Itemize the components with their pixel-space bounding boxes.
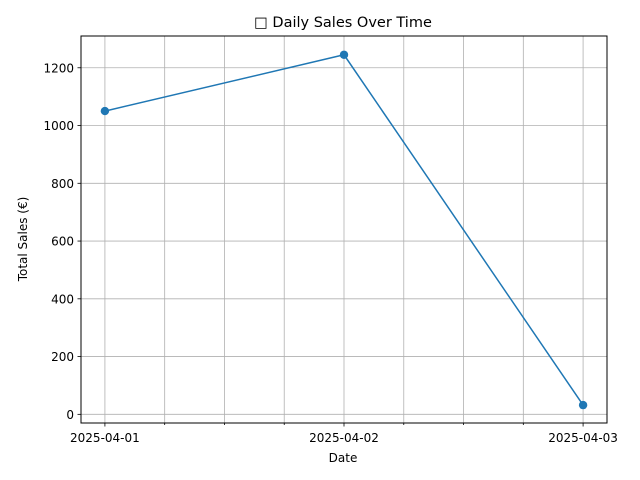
title-icon: □	[254, 15, 268, 31]
y-tick-label: 1000	[43, 119, 74, 133]
x-axis-label: Date	[329, 451, 358, 465]
x-tick-label: 2025-04-03	[548, 431, 618, 445]
data-point	[339, 50, 349, 59]
axis-ticks: 2025-04-01 2025-04-02 2025-04-03 0 200 400 600…	[43, 61, 618, 445]
grid-lines	[81, 36, 607, 423]
y-tick-label: 1200	[43, 61, 74, 75]
y-tick-label: 600	[51, 235, 74, 249]
y-tick-label: 800	[51, 177, 74, 191]
x-tick-label: 2025-04-01	[70, 431, 140, 445]
x-tick-label: 2025-04-02	[309, 431, 379, 445]
data-point	[100, 106, 110, 116]
title-text: Daily Sales Over Time	[272, 15, 432, 31]
y-tick-label: 0	[66, 408, 74, 422]
data-series	[100, 50, 588, 410]
chart-title: □ Daily Sales Over Time	[254, 15, 432, 31]
data-point	[578, 400, 588, 410]
y-tick-label: 400	[51, 292, 74, 306]
y-tick-label: 200	[51, 350, 74, 364]
y-axis-label: Total Sales (€)	[16, 197, 30, 283]
